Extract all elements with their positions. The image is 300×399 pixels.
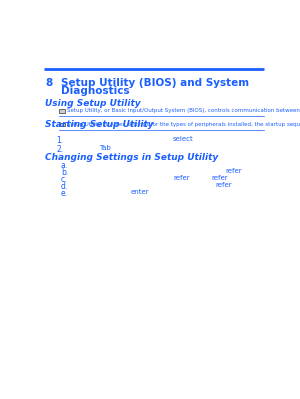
Text: Setup Utility (BIOS) and System: Setup Utility (BIOS) and System [61, 78, 249, 88]
Text: d.: d. [61, 182, 68, 191]
Text: b.: b. [61, 168, 68, 177]
Text: Tab: Tab [100, 145, 111, 151]
Text: refer: refer [216, 182, 232, 188]
Text: Setup Utility includes settings for the types of peripherals installed, the star: Setup Utility includes settings for the … [67, 122, 300, 127]
Text: enter: enter [130, 189, 149, 195]
Text: 1.: 1. [56, 136, 63, 145]
Text: e.: e. [61, 189, 68, 198]
Text: Setup Utility, or Basic Input/Output System (BIOS), controls communication betwe: Setup Utility, or Basic Input/Output Sys… [67, 108, 300, 113]
Bar [59, 122, 64, 126]
Text: Using Setup Utility: Using Setup Utility [45, 99, 141, 108]
Text: Starting Setup Utility: Starting Setup Utility [45, 120, 154, 129]
Text: a.: a. [61, 161, 68, 170]
Text: 2.: 2. [56, 145, 63, 154]
Text: select: select [173, 136, 194, 142]
Text: Changing Settings in Setup Utility: Changing Settings in Setup Utility [45, 153, 218, 162]
Text: 8: 8 [45, 78, 52, 88]
Text: refer: refer [225, 168, 242, 174]
Text: refer: refer [212, 175, 229, 181]
Text: Diagnostics: Diagnostics [61, 86, 129, 96]
Text: c.: c. [61, 175, 67, 184]
Bar [59, 109, 64, 113]
Text: refer: refer [173, 175, 190, 181]
